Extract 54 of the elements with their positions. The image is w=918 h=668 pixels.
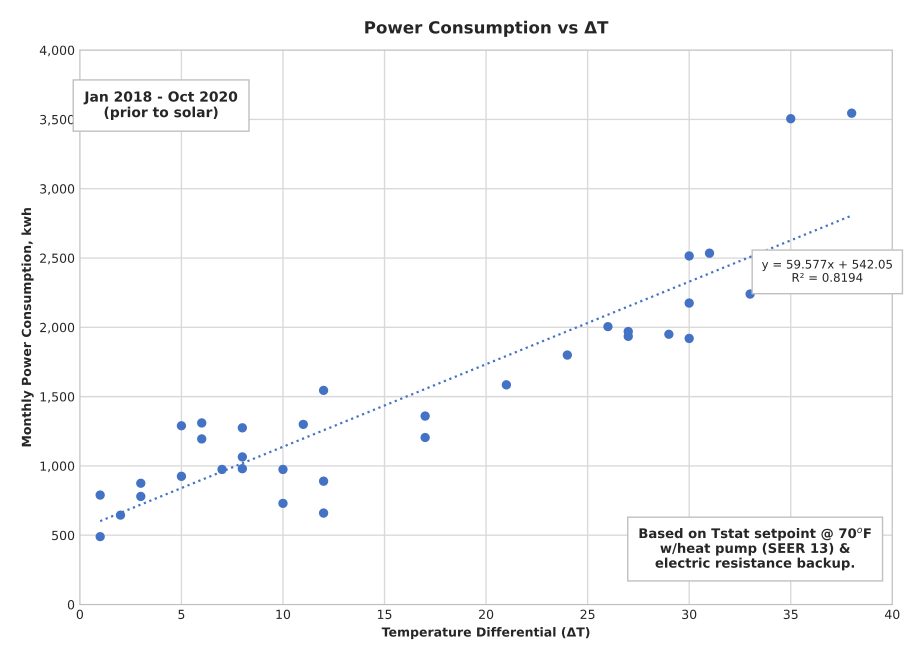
point bbox=[136, 492, 146, 502]
point bbox=[318, 508, 328, 518]
point bbox=[684, 298, 694, 308]
point bbox=[197, 434, 206, 444]
point bbox=[603, 322, 613, 332]
x-tick-label: 0 bbox=[76, 610, 84, 620]
point bbox=[197, 418, 206, 428]
x-axis-title: Temperature Differential (ΔT) bbox=[382, 627, 590, 640]
point bbox=[136, 478, 146, 488]
x-tick-label: 20 bbox=[479, 610, 494, 620]
point bbox=[420, 432, 430, 442]
y-tick-label: 2,000 bbox=[40, 322, 74, 334]
x-tick-label: 25 bbox=[580, 610, 594, 620]
point bbox=[562, 350, 572, 360]
point bbox=[238, 423, 248, 432]
annotation: y = 59.577x + 542.05 R² = 0.8194 bbox=[762, 260, 892, 282]
x-tick-label: 30 bbox=[682, 610, 696, 620]
point bbox=[176, 421, 186, 430]
point bbox=[684, 334, 694, 344]
x-tick-label: 40 bbox=[884, 610, 900, 620]
point bbox=[420, 411, 430, 421]
x-tick-label: 5 bbox=[178, 610, 184, 620]
point bbox=[176, 472, 186, 481]
y-tick-label: 500 bbox=[52, 530, 74, 540]
point bbox=[318, 476, 328, 486]
point bbox=[502, 380, 512, 390]
y-axis-title: Monthly Power Consumption, kwh bbox=[21, 208, 34, 446]
y-tick-label: 1,000 bbox=[40, 461, 74, 472]
point bbox=[238, 464, 248, 474]
point bbox=[278, 498, 288, 508]
y-tick-label: 3,000 bbox=[40, 184, 74, 195]
point bbox=[116, 510, 126, 520]
y-tick-label: 4,000 bbox=[40, 46, 74, 56]
annotation: Jan 2018 - Oct 2020 (prior to solar) bbox=[84, 91, 238, 120]
x-tick-label: 35 bbox=[784, 610, 798, 620]
point bbox=[704, 248, 714, 258]
point bbox=[318, 386, 328, 396]
point bbox=[847, 108, 856, 118]
x-tick-label: 15 bbox=[378, 610, 392, 620]
y-tick-label: 2,500 bbox=[40, 253, 74, 264]
point bbox=[298, 420, 308, 430]
point bbox=[217, 464, 227, 474]
y-tick-label: 1,500 bbox=[40, 392, 74, 403]
point bbox=[96, 490, 105, 500]
y-tick-label: 0 bbox=[68, 600, 74, 610]
point bbox=[238, 452, 248, 462]
point bbox=[278, 464, 288, 474]
point bbox=[684, 251, 694, 261]
point bbox=[786, 114, 796, 124]
chart-title: Power Consumption vs ΔT bbox=[365, 20, 608, 37]
x-tick-label: 10 bbox=[276, 610, 290, 620]
annotation: Based on Tstat setpoint @ 70$^{o}$F w/heat pump (SEER 13) & electric resistance backup. bbox=[640, 528, 871, 570]
point bbox=[664, 330, 674, 339]
point bbox=[96, 532, 105, 542]
